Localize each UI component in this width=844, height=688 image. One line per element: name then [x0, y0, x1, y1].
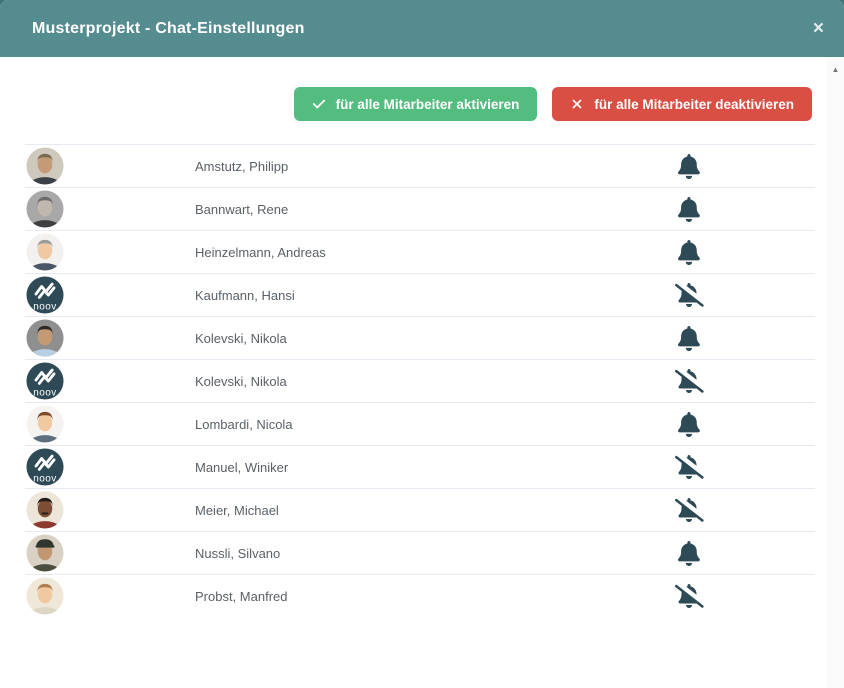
avatar	[26, 491, 64, 529]
member-row: noov Kolevski, Nikola	[25, 359, 815, 402]
avatar: noov	[26, 276, 64, 314]
member-name: Heinzelmann, Andreas	[195, 244, 326, 260]
avatar	[26, 405, 64, 443]
bell-icon[interactable]	[663, 145, 715, 187]
bell-icon[interactable]	[663, 231, 715, 273]
member-row: noov Kaufmann, Hansi	[25, 273, 815, 316]
bell-slash-icon[interactable]	[663, 360, 715, 402]
modal-title: Musterprojekt - Chat-Einstellungen	[32, 19, 305, 37]
member-row: Probst, Manfred	[25, 574, 815, 617]
member-name: Nussli, Silvano	[195, 545, 281, 561]
avatar	[26, 577, 64, 615]
bell-slash-icon[interactable]	[663, 274, 715, 316]
avatar	[26, 190, 64, 228]
modal-header: Musterprojekt - Chat-Einstellungen ×	[0, 0, 844, 57]
avatar	[26, 233, 64, 271]
member-name: Kolevski, Nikola	[195, 330, 287, 346]
avatar: noov	[26, 362, 64, 400]
member-row: Lombardi, Nicola	[25, 402, 815, 445]
member-name: Amstutz, Philipp	[195, 158, 289, 174]
deactivate-all-button[interactable]: für alle Mitarbeiter deaktivieren	[552, 87, 812, 121]
member-row: Bannwart, Rene	[25, 187, 815, 230]
toolbar: für alle Mitarbeiter aktivieren für alle…	[0, 87, 812, 121]
member-name: Manuel, Winiker	[195, 459, 289, 475]
member-name: Probst, Manfred	[195, 588, 288, 604]
x-icon	[573, 99, 582, 109]
svg-text:noov: noov	[33, 387, 57, 398]
bell-icon[interactable]	[663, 532, 715, 574]
bell-slash-icon[interactable]	[663, 446, 715, 488]
member-row: Meier, Michael	[25, 488, 815, 531]
check-icon	[312, 99, 325, 109]
bell-slash-icon[interactable]	[663, 575, 715, 617]
member-row: Kolevski, Nikola	[25, 316, 815, 359]
member-name: Meier, Michael	[195, 502, 279, 518]
member-row: Heinzelmann, Andreas	[25, 230, 815, 273]
activate-all-button[interactable]: für alle Mitarbeiter aktivieren	[293, 87, 538, 121]
member-row: Nussli, Silvano	[25, 531, 815, 574]
scrollbar[interactable]: ▲	[827, 58, 844, 688]
member-row: noov Manuel, Winiker	[25, 445, 815, 488]
member-name: Kolevski, Nikola	[195, 373, 287, 389]
avatar	[26, 534, 64, 572]
avatar	[26, 147, 64, 185]
svg-text:noov: noov	[33, 301, 57, 312]
svg-text:noov: noov	[33, 473, 57, 484]
scroll-up-arrow-icon[interactable]: ▲	[831, 65, 840, 74]
avatar	[26, 319, 64, 357]
bell-icon[interactable]	[663, 317, 715, 359]
member-row: Amstutz, Philipp	[25, 144, 815, 187]
activate-all-label: für alle Mitarbeiter aktivieren	[335, 96, 520, 112]
close-icon[interactable]: ×	[812, 18, 824, 39]
bell-icon[interactable]	[663, 188, 715, 230]
people-list: Amstutz, Philipp Bannwart, Rene Heinzelm…	[25, 144, 815, 617]
member-name: Bannwart, Rene	[195, 201, 289, 217]
bell-slash-icon[interactable]	[663, 489, 715, 531]
bell-icon[interactable]	[663, 403, 715, 445]
avatar: noov	[26, 448, 64, 486]
deactivate-all-label: für alle Mitarbeiter deaktivieren	[594, 96, 794, 112]
member-name: Lombardi, Nicola	[195, 416, 293, 432]
member-name: Kaufmann, Hansi	[195, 287, 295, 303]
